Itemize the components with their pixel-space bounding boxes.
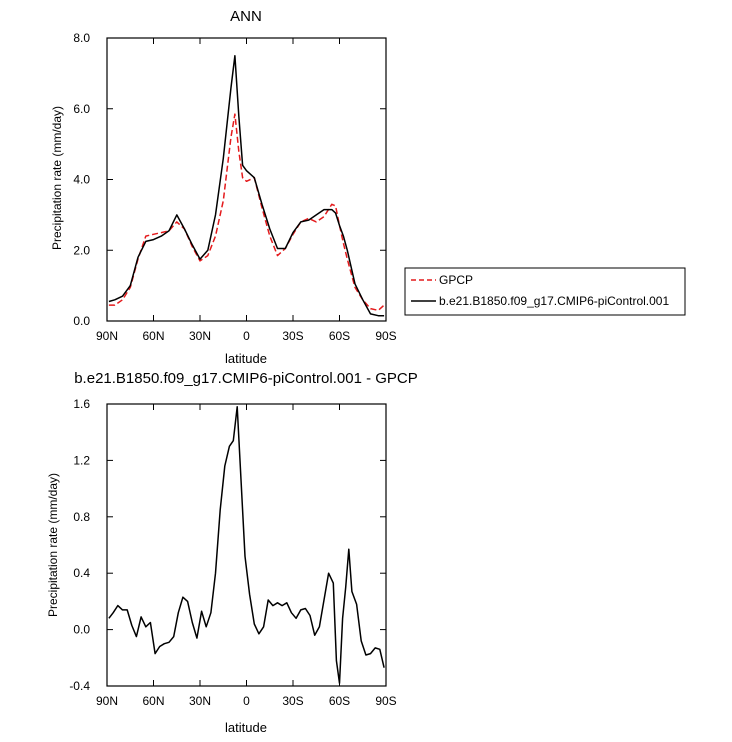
bottom-plot-frame [106, 403, 387, 687]
legend-label-gpcp: GPCP [439, 273, 473, 287]
top-ytick-label: 8.0 [73, 31, 90, 45]
top-ytick-label: 6.0 [73, 102, 90, 116]
top-xtick-label: 30N [189, 329, 211, 343]
bottom-xtick-label: 60S [329, 694, 350, 708]
bottom-title: b.e21.B1850.f09_g17.CMIP6-piControl.001 … [74, 370, 418, 387]
top-xtick-label: 60S [329, 329, 350, 343]
top-plot-area: 90N 60N 30N 0 30S 60S 90S 0.0 2.0 4.0 6.0 8.0 [73, 31, 396, 343]
top-xlabel: latitude [225, 351, 267, 366]
bottom-ytick-label: 1.6 [73, 397, 90, 411]
bottom-series-line-0 [108, 406, 385, 684]
bottom-xtick-label: 90N [96, 694, 118, 708]
top-xtick-label: 30S [282, 329, 303, 343]
top-ytick-label: 0.0 [73, 314, 90, 328]
top-ytick-label: 4.0 [73, 173, 90, 187]
top-panel: ANN Precipitation rate (mm/day) latitude… [50, 8, 686, 366]
legend-label-model: b.e21.B1850.f09_g17.CMIP6-piControl.001 [439, 294, 669, 308]
top-xtick-label: 90S [375, 329, 396, 343]
bottom-xtick-label: 90S [375, 694, 396, 708]
bottom-ytick-label: 0.8 [73, 510, 90, 524]
top-xtick-label: 60N [142, 329, 164, 343]
top-ytick-label: 2.0 [73, 243, 90, 257]
bottom-ylabel: Precipitation rate (mm/day) [46, 473, 60, 617]
top-title: ANN [230, 8, 262, 25]
bottom-xtick-label: 30N [189, 694, 211, 708]
bottom-xtick-label: 60N [142, 694, 164, 708]
legend-box [404, 267, 686, 316]
bottom-xtick-label: 0 [243, 694, 250, 708]
bottom-ytick-label: 0.0 [73, 623, 90, 637]
bottom-xtick-label: 30S [282, 694, 303, 708]
bottom-ytick-label: 1.2 [73, 453, 90, 467]
top-series-line-1 [108, 54, 385, 317]
top-series-line-0 [108, 113, 385, 312]
top-xtick-label: 0 [243, 329, 250, 343]
legend: GPCP b.e21.B1850.f09_g17.CMIP6-piControl… [404, 267, 686, 316]
bottom-ytick-label: 0.4 [73, 566, 90, 580]
bottom-ytick-label: -0.4 [69, 679, 90, 693]
top-xtick-label: 90N [96, 329, 118, 343]
top-plot-frame [106, 37, 387, 322]
bottom-xlabel: latitude [225, 720, 267, 735]
bottom-panel: b.e21.B1850.f09_g17.CMIP6-piControl.001 … [46, 370, 418, 735]
top-ylabel: Precipitation rate (mm/day) [50, 106, 64, 250]
bottom-plot-area: 90N 60N 30N 0 30S 60S 90S -0.4 0.0 0.4 0.8 1.2 1.6 [69, 397, 396, 708]
